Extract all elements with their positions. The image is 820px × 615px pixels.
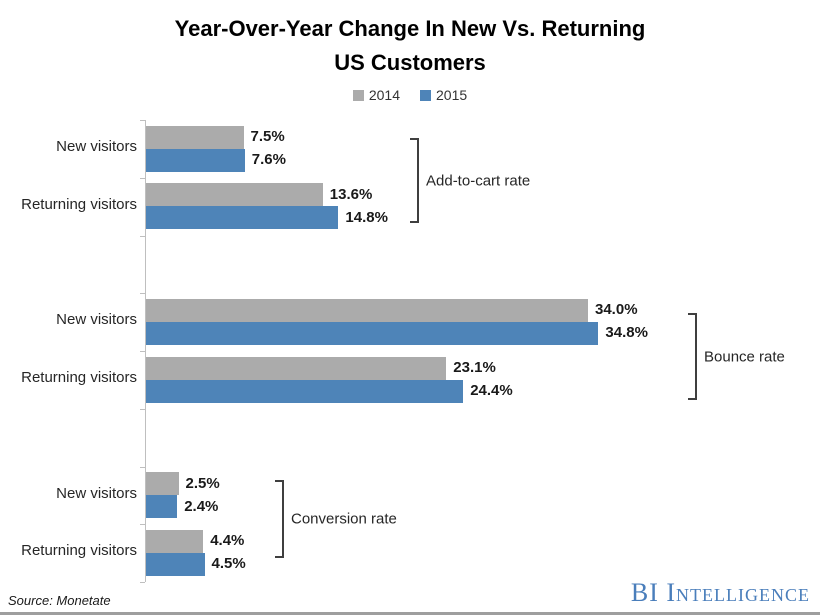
category-label: Returning visitors bbox=[21, 195, 137, 213]
category-label: New visitors bbox=[56, 311, 137, 329]
axis-tick bbox=[140, 120, 145, 121]
axis-tick bbox=[140, 351, 145, 352]
y-axis-line bbox=[145, 120, 146, 582]
legend-swatch-2015 bbox=[420, 89, 431, 101]
group-label: Add-to-cart rate bbox=[426, 172, 531, 189]
legend-swatch-2014 bbox=[352, 89, 364, 101]
axis-tick bbox=[140, 582, 145, 583]
axis-tick bbox=[140, 235, 145, 237]
category-label: Returning visitors bbox=[21, 542, 137, 560]
value-label: 14.8% bbox=[345, 208, 388, 226]
legend-label-2014: 2014 bbox=[368, 87, 400, 103]
category-label: New visitors bbox=[56, 484, 137, 502]
axis-tick bbox=[140, 408, 145, 410]
bar-2014 bbox=[146, 356, 447, 380]
value-label: 4.4% bbox=[210, 532, 245, 550]
axis-tick bbox=[140, 524, 145, 526]
chart-title-line2: US Customers bbox=[334, 50, 486, 75]
source-note: Source: Monetate bbox=[8, 593, 111, 608]
value-label: 23.1% bbox=[453, 359, 496, 376]
value-label: 2.5% bbox=[185, 474, 220, 492]
bar-2014 bbox=[146, 529, 204, 553]
value-label: 13.6% bbox=[329, 185, 373, 203]
legend-item-2015: 2015 bbox=[420, 87, 467, 103]
category-label: New visitors bbox=[56, 138, 137, 155]
legend-label-2015: 2015 bbox=[436, 87, 468, 103]
bar-2015 bbox=[146, 148, 245, 172]
group-bracket bbox=[275, 480, 284, 558]
axis-tick bbox=[140, 466, 145, 468]
value-label: 2.4% bbox=[184, 497, 219, 515]
value-label: 7.5% bbox=[250, 128, 285, 145]
value-label: 4.5% bbox=[211, 555, 246, 573]
value-label: 34.0% bbox=[595, 301, 638, 319]
bar-2014 bbox=[146, 125, 244, 149]
group-label: Bounce rate bbox=[704, 348, 785, 365]
bar-2014 bbox=[146, 298, 588, 322]
group-bracket bbox=[410, 138, 419, 223]
category-label: Returning visitors bbox=[21, 369, 137, 386]
legend: 2014 2015 bbox=[0, 87, 820, 103]
chart-title: Year-Over-Year Change In New Vs. Returni… bbox=[0, 12, 820, 80]
axis-tick bbox=[140, 293, 145, 295]
bar-2014 bbox=[146, 183, 323, 207]
axis-tick bbox=[140, 177, 145, 179]
legend-item-2014: 2014 bbox=[352, 87, 400, 103]
group-bracket bbox=[688, 313, 697, 400]
bar-2014 bbox=[146, 472, 179, 495]
bar-2015 bbox=[146, 495, 178, 518]
group-label: Conversion rate bbox=[291, 510, 397, 528]
bar-2015 bbox=[146, 379, 464, 403]
value-label: 24.4% bbox=[470, 382, 513, 399]
bi-intelligence-logo: BI Intelligence bbox=[630, 578, 810, 607]
bar-2015 bbox=[146, 321, 599, 345]
bar-2015 bbox=[146, 552, 205, 576]
chart-title-line1: Year-Over-Year Change In New Vs. Returni… bbox=[174, 16, 646, 41]
value-label: 34.8% bbox=[605, 324, 648, 342]
value-label: 7.6% bbox=[251, 151, 286, 168]
bar-2015 bbox=[146, 206, 339, 230]
